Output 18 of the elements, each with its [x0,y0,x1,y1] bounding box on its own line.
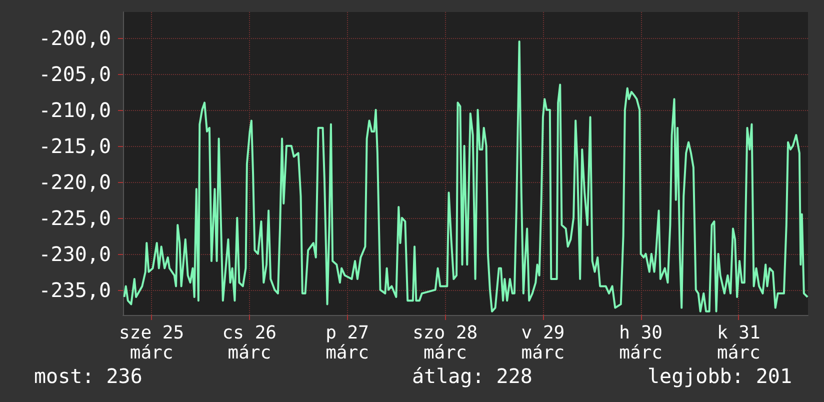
x-tick-label: k 31 márc [717,322,760,364]
x-tick-label: p 27 márc [326,322,369,364]
text: átlag: 228 [412,364,532,388]
y-tick-label: -200,0 [38,26,111,50]
y-tick-label: -220,0 [38,170,111,194]
text: most: 236 [34,364,142,388]
x-tick-label: h 30 márc [619,322,663,364]
y-tick-label: -230,0 [38,242,111,266]
x-tick-label: szo 28 márc [412,322,478,364]
y-tick-label: -210,0 [38,98,111,122]
x-tick-label: cs 26 márc [222,322,276,364]
y-tick-label: -225,0 [38,206,111,230]
y-tick-label: -205,0 [38,62,111,86]
x-tick-label: sze 25 márc [119,322,184,364]
x-tick-label: v 29 márc [521,322,565,364]
y-tick-label: -235,0 [38,278,111,302]
y-tick-label: -215,0 [38,134,111,158]
text: legjobb: 201 [648,364,792,388]
